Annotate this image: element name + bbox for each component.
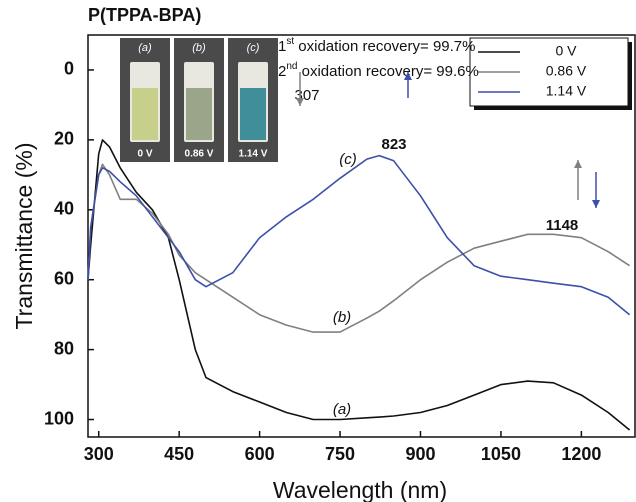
x-tick-label: 1200 <box>561 444 601 464</box>
legend: 0 V 0.86 V 1.14 V <box>469 37 632 110</box>
annotation-part: 1 <box>278 38 286 55</box>
inset-photos: (a) 0 V (b) 0.86 V (c) 1.14 V <box>120 38 278 162</box>
plot-frame <box>87 34 636 438</box>
arrow-head <box>296 98 304 106</box>
y-tick-label: 100 <box>44 408 74 428</box>
annotation: 1148 <box>546 217 579 234</box>
y-tick-label: 0 <box>64 59 74 79</box>
cuvette-solution <box>132 88 158 140</box>
x-tick-label: 750 <box>325 444 355 464</box>
arrow-head <box>404 72 412 80</box>
annotation: (b) <box>333 309 351 326</box>
x-tick-label: 450 <box>164 444 194 464</box>
y-tick-label: 20 <box>54 129 74 149</box>
x-tick-label: 300 <box>84 444 114 464</box>
x-tick-label: 900 <box>405 444 435 464</box>
x-tick-label: 600 <box>245 444 275 464</box>
legend-label: 0.86 V <box>546 63 587 79</box>
annotation-part: 2 <box>278 63 286 80</box>
x-axis-title: Wavelength (nm) <box>273 477 447 502</box>
y-tick-label: 40 <box>54 199 74 219</box>
arrow-head <box>574 160 582 168</box>
annotation: 2nd oxidation recovery= 99.6% <box>278 61 479 80</box>
y-tick-label: 60 <box>54 268 74 288</box>
photo-voltage: 1.14 V <box>239 149 268 160</box>
photo-label: (b) <box>192 42 206 54</box>
chart-title: P(TPPA-BPA) <box>88 5 201 25</box>
legend-label: 0 V <box>555 43 577 59</box>
annotation-part: oxidation recovery= 99.7% <box>294 38 475 55</box>
cuvette-solution <box>240 88 266 140</box>
cuvette-solution <box>186 88 212 140</box>
series-line <box>87 154 631 316</box>
photo-label: (c) <box>247 42 260 54</box>
annotation: (a) <box>333 401 351 418</box>
series-line <box>87 139 631 431</box>
photo-voltage: 0 V <box>137 149 152 160</box>
legend-label: 1.14 V <box>546 83 587 99</box>
y-axis-title: Transmittance (%) <box>11 142 37 329</box>
series-line <box>87 163 631 333</box>
photo-voltage: 0.86 V <box>185 149 214 160</box>
annotation-part: nd <box>286 61 297 72</box>
annotation: (c) <box>339 151 357 168</box>
annotation: 1st oxidation recovery= 99.7% <box>278 36 475 55</box>
annotation-part: st <box>286 36 294 47</box>
x-tick-label: 1050 <box>481 444 521 464</box>
annotation-part: oxidation recovery= 99.6% <box>297 63 478 80</box>
photo-label: (a) <box>138 42 152 54</box>
annotation: 823 <box>381 136 406 153</box>
arrow-head <box>592 200 600 208</box>
y-tick-label: 80 <box>54 338 74 358</box>
